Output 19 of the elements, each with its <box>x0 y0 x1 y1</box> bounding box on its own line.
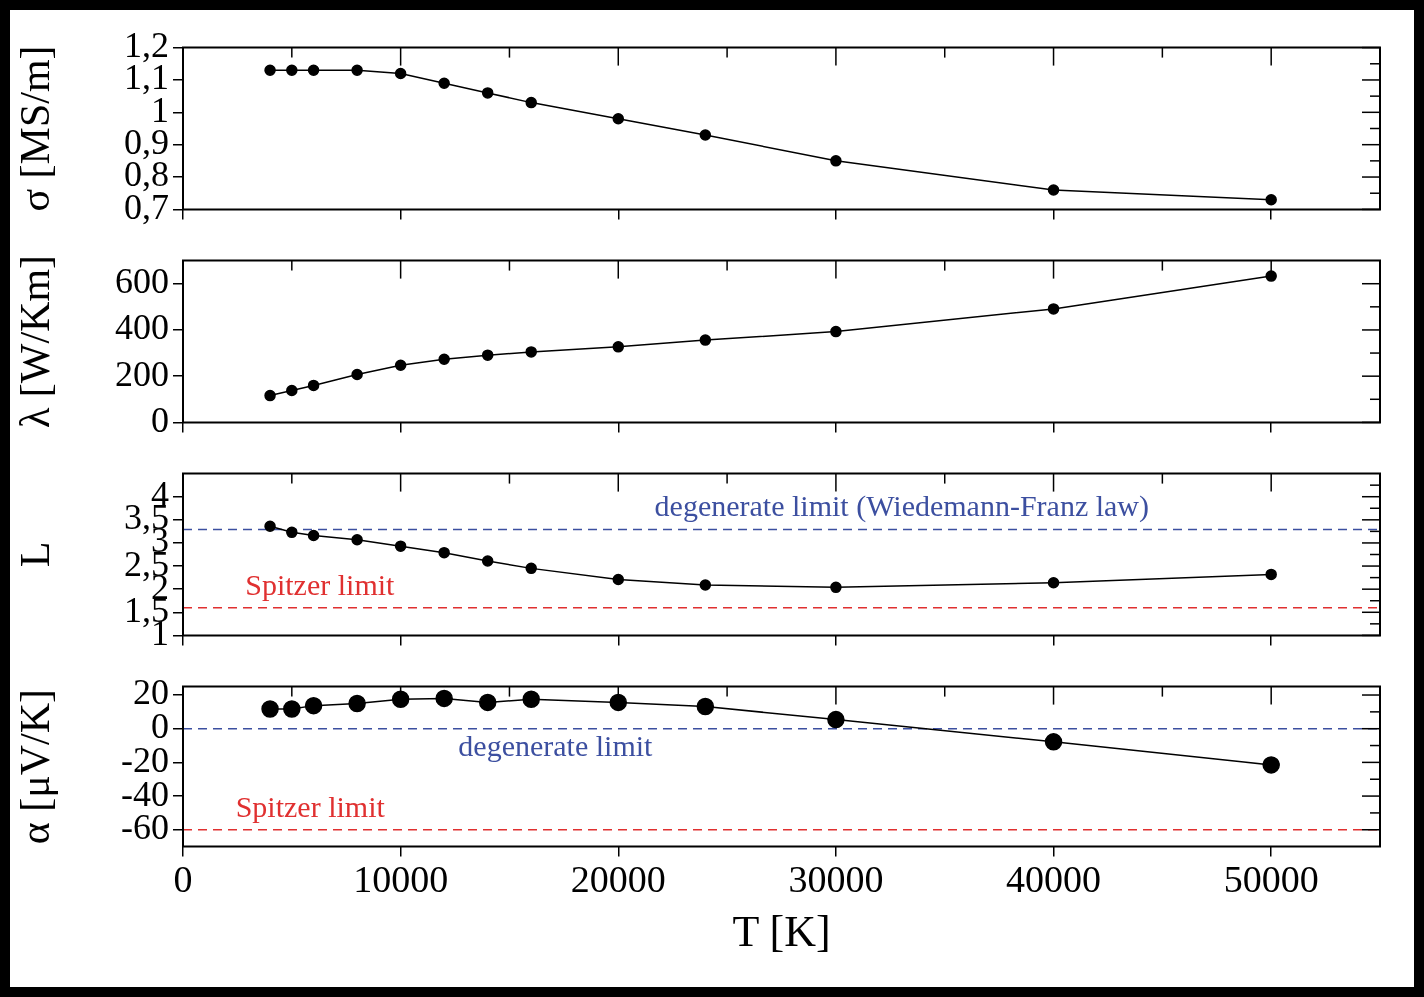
x-axis-title: T [K] <box>732 907 831 957</box>
y-axis-title: σ [MS/m] <box>12 45 59 212</box>
ref-line-label: Spitzer limit <box>235 789 386 823</box>
ref-line-label: degenerate limit <box>458 728 654 762</box>
y-tick-label: 0 <box>151 399 169 440</box>
y-tick-label: 1 <box>151 89 169 130</box>
x-tick-label: 40000 <box>1006 858 1102 901</box>
y-axis-title: L <box>12 541 59 568</box>
y-axis-title: α [μV/K] <box>12 688 59 845</box>
x-tick-label: 10000 <box>353 858 449 901</box>
x-tick-label: 50000 <box>1223 858 1319 901</box>
y-tick-label: 400 <box>115 307 169 348</box>
y-tick-label: 200 <box>115 353 169 394</box>
y-axis-title: λ [W/Km] <box>12 254 59 429</box>
ref-line-label: Spitzer limit <box>245 567 396 601</box>
y-tick-label: 600 <box>115 261 169 302</box>
x-tick-label: 30000 <box>788 858 884 901</box>
x-tick-label: 20000 <box>570 858 666 901</box>
ref-line-label: degenerate limit (Wiedemann-Franz law) <box>654 489 1150 524</box>
